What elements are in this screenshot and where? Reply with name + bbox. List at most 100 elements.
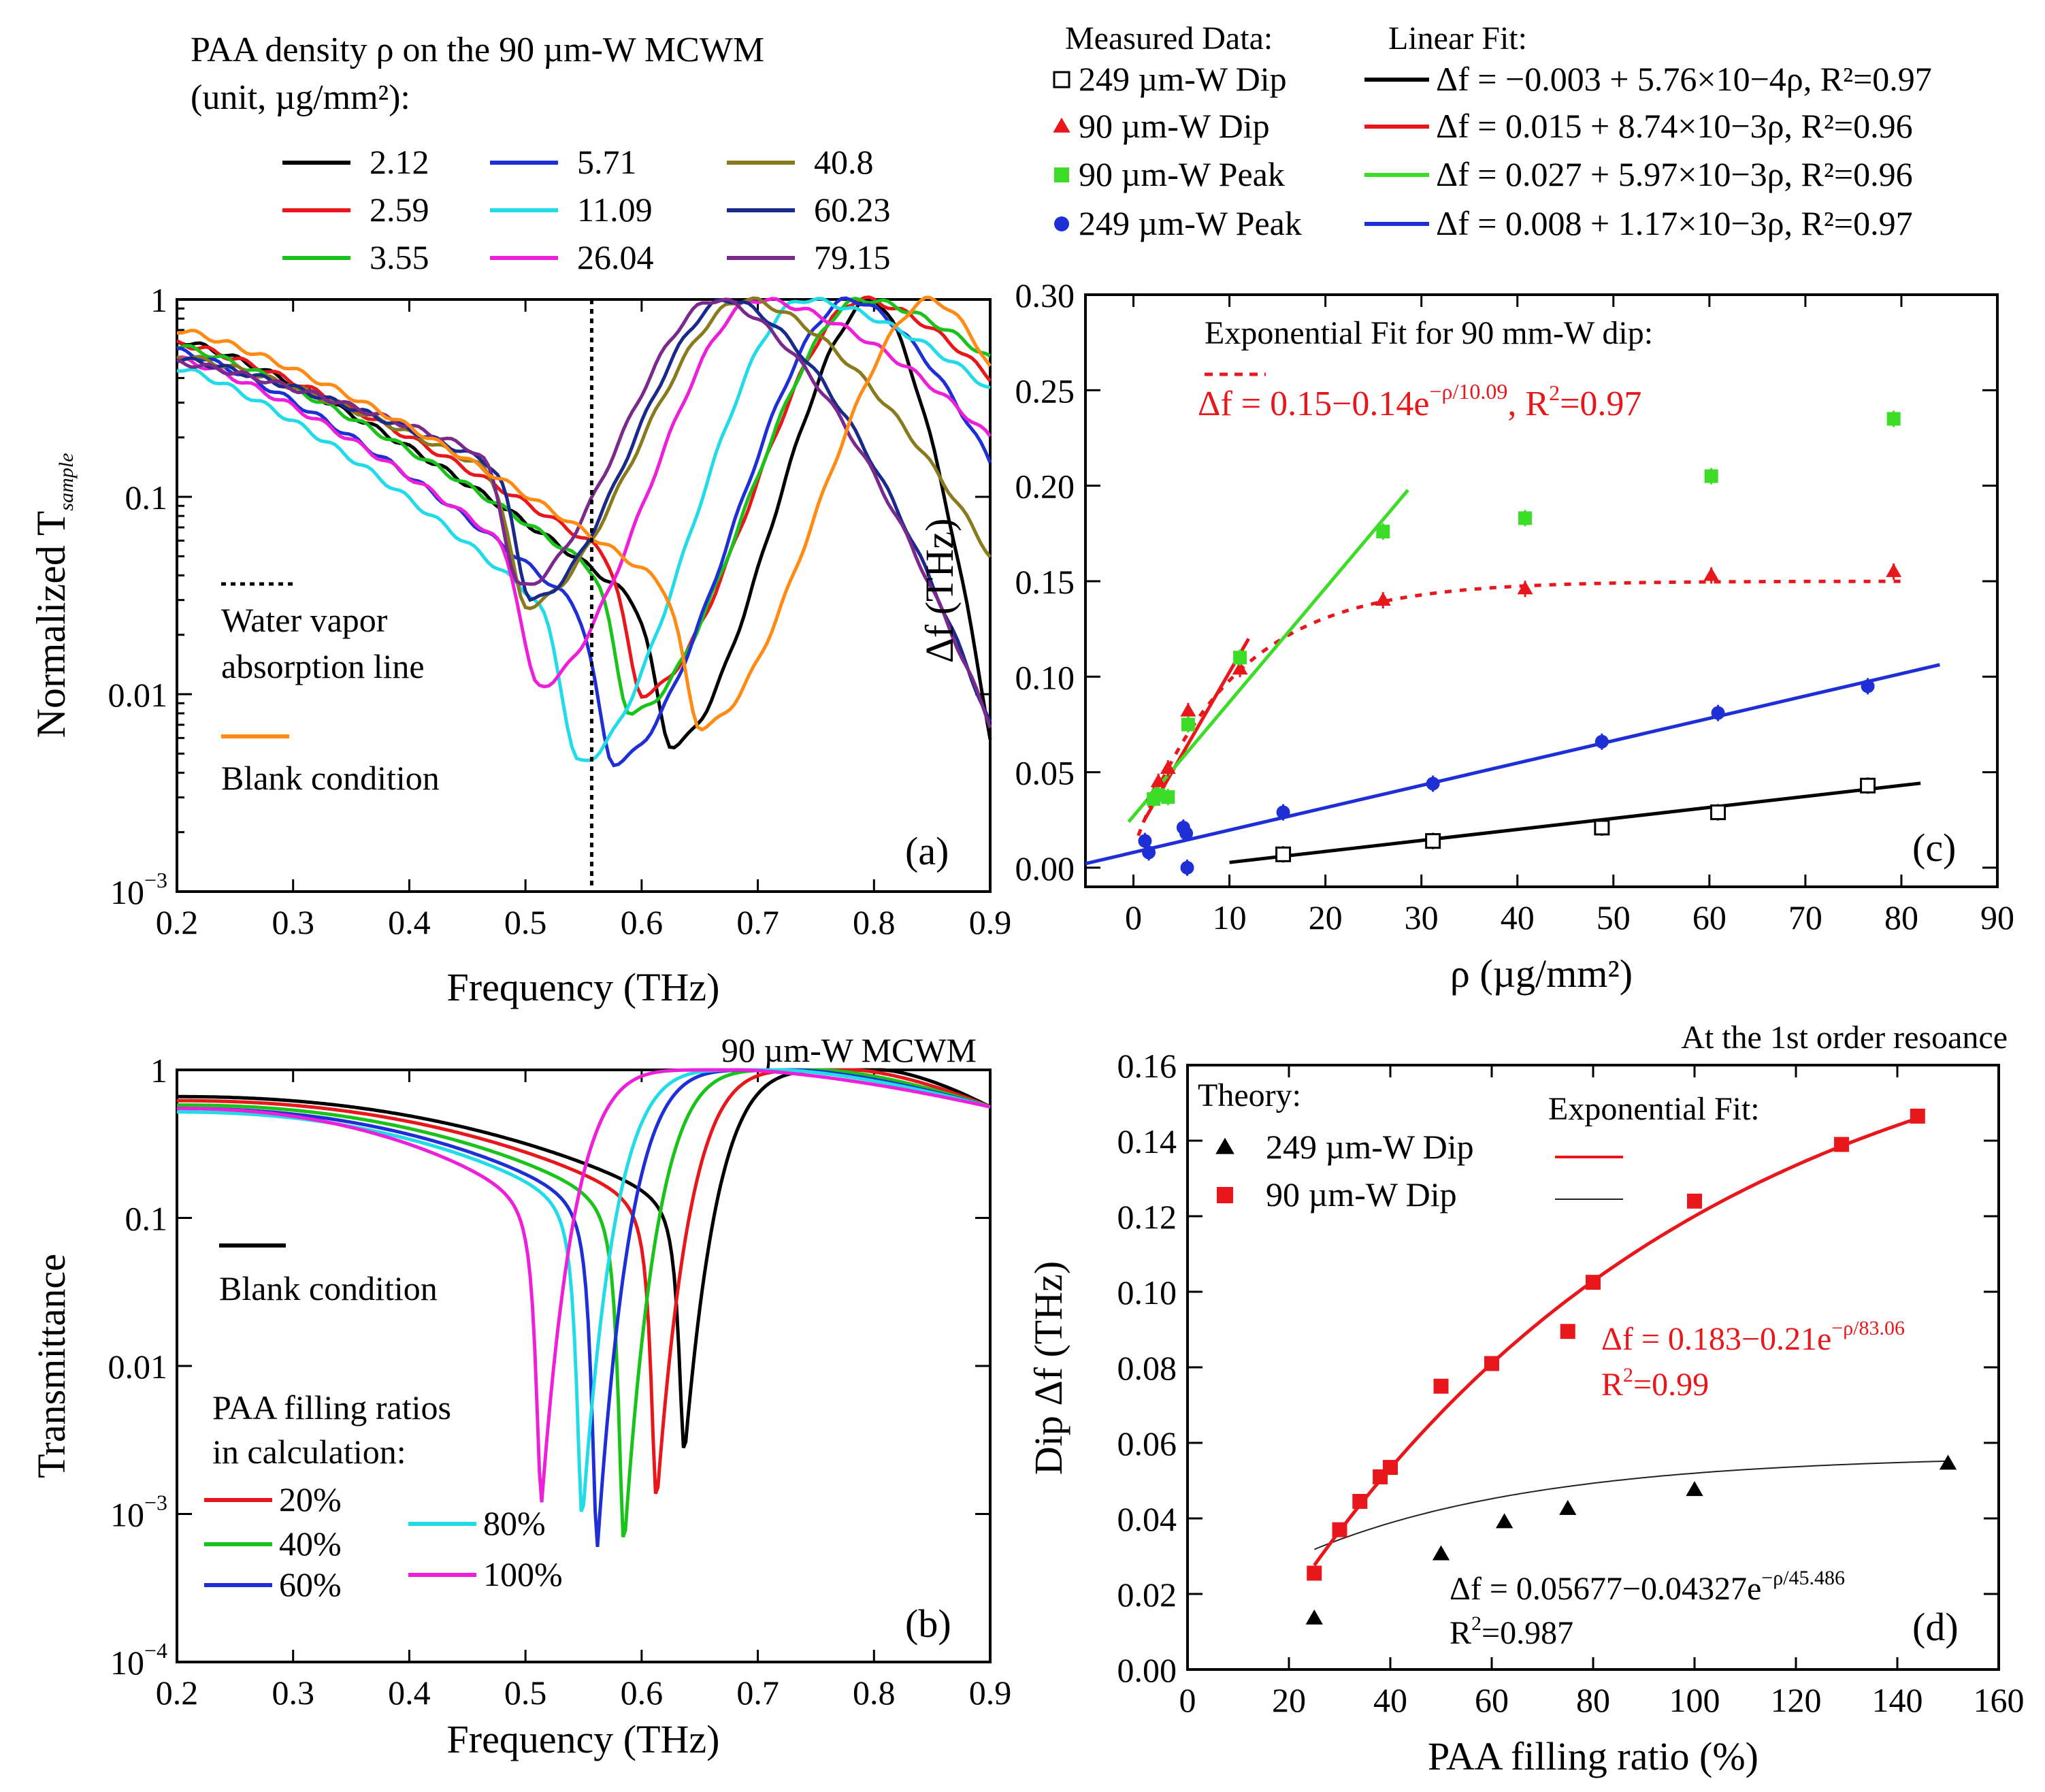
c-point (1703, 567, 1720, 581)
panel-c-ylabel: Δf (THz) (917, 519, 962, 664)
c-legend-marker (1053, 117, 1070, 133)
panel-a-ylabel: Normalized Tsample (29, 453, 78, 738)
d-point (1910, 1108, 1925, 1124)
panel-d-letter: (d) (1912, 1605, 1959, 1649)
a-curve-Blankcondition (176, 295, 992, 732)
c-point (1711, 706, 1725, 720)
d-point (1586, 1275, 1601, 1290)
panel-b-xlabel: Frequency (THz) (447, 1717, 720, 1761)
c-xtick-label: 30 (1405, 898, 1439, 936)
d-point (1352, 1494, 1368, 1510)
panel-a-legend-title-1: PAA density ρ on the 90 µm-W MCWM (191, 31, 764, 69)
c-legend-marker (1054, 216, 1069, 231)
a-xtick-label: 0.6 (621, 903, 664, 941)
d-fit-red-eq-1: Δf = 0.183−0.21e−ρ/83.06 (1601, 1317, 1905, 1357)
d-point (1939, 1454, 1957, 1470)
c-xtick-label: 70 (1788, 898, 1822, 936)
c-point (1142, 845, 1156, 860)
panel-b-letter: (b) (905, 1601, 951, 1646)
d-xtick-label: 120 (1771, 1681, 1822, 1719)
c-point (1517, 581, 1533, 595)
c-point (1376, 525, 1390, 538)
a-curve-6023 (176, 297, 992, 723)
a-xtick-label: 0.2 (156, 903, 199, 941)
c-legend-label: 90 µm-W Dip (1079, 107, 1270, 145)
d-point (1383, 1460, 1398, 1476)
b-legend-title-1: PAA filling ratios (212, 1388, 451, 1427)
d-fit-curve-249mWDip (1313, 1460, 1948, 1550)
d-point (1307, 1565, 1322, 1581)
d-point (1560, 1324, 1575, 1339)
panel-a-ylabel-main: Normalized T (29, 511, 73, 738)
d-point (1305, 1609, 1323, 1625)
panel-c-letter: (c) (1912, 826, 1956, 870)
d-point (1484, 1356, 1499, 1371)
a-xtick-label: 0.9 (969, 903, 1012, 941)
c-legend-fit-label: Δf = 0.027 + 5.97×10−3ρ, R²=0.96 (1436, 155, 1913, 193)
panel-d-legend: 249 µm-W Dip 90 µm-W Dip (1215, 1128, 1474, 1213)
a-legend-label: 26.04 (577, 238, 654, 276)
c-point (1375, 592, 1391, 606)
c-point (1180, 702, 1196, 717)
d-ytick-label: 0.02 (1117, 1576, 1177, 1614)
b-legend-label: 20% (279, 1480, 342, 1518)
a-legend-label: 11.09 (577, 191, 653, 229)
c-point (1886, 412, 1901, 426)
panel-d-plot (1305, 1108, 1957, 1625)
a-ytick-label: 0.1 (125, 478, 168, 517)
c-ytick-label: 0.00 (1015, 849, 1075, 887)
c-point (1426, 777, 1440, 791)
b-curve-60 (177, 1068, 991, 1547)
d-point (1834, 1137, 1850, 1152)
d-point (1687, 1193, 1702, 1209)
c-point (1276, 805, 1290, 819)
d-fit-curve-90mWDip (1313, 1116, 1918, 1567)
d-xtick-label: 160 (1974, 1681, 2025, 1719)
c-point (1180, 860, 1194, 875)
c-legend-header-data: Measured Data: (1065, 20, 1273, 56)
panel-a-ylabel-sub: sample (55, 453, 78, 511)
b-xtick-label: 0.6 (621, 1674, 664, 1712)
c-legend-label: 249 µm-W Peak (1079, 204, 1302, 242)
panel-c-plot-frame (1084, 293, 1999, 888)
a-legend-label: 3.55 (370, 238, 429, 276)
b-ytick-label: 0.1 (125, 1200, 168, 1238)
a-ytick-label: 1 (150, 281, 167, 319)
d-point (1495, 1513, 1514, 1529)
d-xtick-label: 40 (1373, 1681, 1407, 1719)
panel-d-xlabel: PAA filling ratio (%) (1428, 1734, 1758, 1778)
b-xtick-label: 0.8 (853, 1674, 896, 1712)
a-curve-1109 (176, 296, 991, 762)
c-legend-fit-label: Δf = 0.008 + 1.17×10−3ρ, R²=0.97 (1436, 204, 1913, 242)
d-ytick-label: 0.06 (1117, 1424, 1177, 1463)
d-fit-red-eq-2: R2=0.99 (1601, 1364, 1709, 1403)
c-point (1704, 469, 1718, 483)
c-point (1861, 679, 1875, 694)
d-xtick-label: 0 (1179, 1681, 1196, 1719)
c-legend-marker (1053, 71, 1070, 88)
a-xtick-label: 0.3 (272, 903, 314, 941)
panel-a-curves (176, 295, 992, 768)
a-curve-408 (176, 296, 992, 610)
panel-b-curves (177, 1068, 992, 1547)
c-ytick-label: 0.15 (1015, 563, 1075, 601)
b-legend-label: 60% (279, 1565, 342, 1603)
d-point (1686, 1481, 1703, 1497)
water-vapor-label-2: absorption line (221, 647, 425, 685)
d-legend-label: 90 µm-W Dip (1266, 1175, 1457, 1213)
panel-d-title: At the 1st order resoance (1681, 1020, 2008, 1056)
a-legend-label: 2.59 (370, 191, 429, 229)
d-point (1433, 1378, 1449, 1394)
b-curve-40 (177, 1068, 991, 1538)
c-linear-fit-249mWDip (1229, 781, 1921, 864)
panel-a: PAA density ρ on the 90 µm-W MCWM (unit,… (29, 31, 1011, 1009)
c-linear-fit-90mWPeak (1127, 489, 1409, 824)
a-legend-label: 79.15 (814, 238, 891, 276)
c-point (1425, 833, 1441, 849)
c-xtick-label: 0 (1125, 898, 1142, 936)
d-xtick-label: 80 (1576, 1681, 1610, 1719)
c-point (1232, 661, 1248, 675)
panel-d-ticks: 0 20 40 60 80 100 120 140 160 0.00 0.02 0.04 0.06 0.0… (1117, 1047, 2025, 1719)
a-legend-label: 5.71 (577, 143, 637, 181)
c-legend-fit-label: Δf = −0.003 + 5.76×10−4ρ, R²=0.97 (1436, 60, 1932, 98)
